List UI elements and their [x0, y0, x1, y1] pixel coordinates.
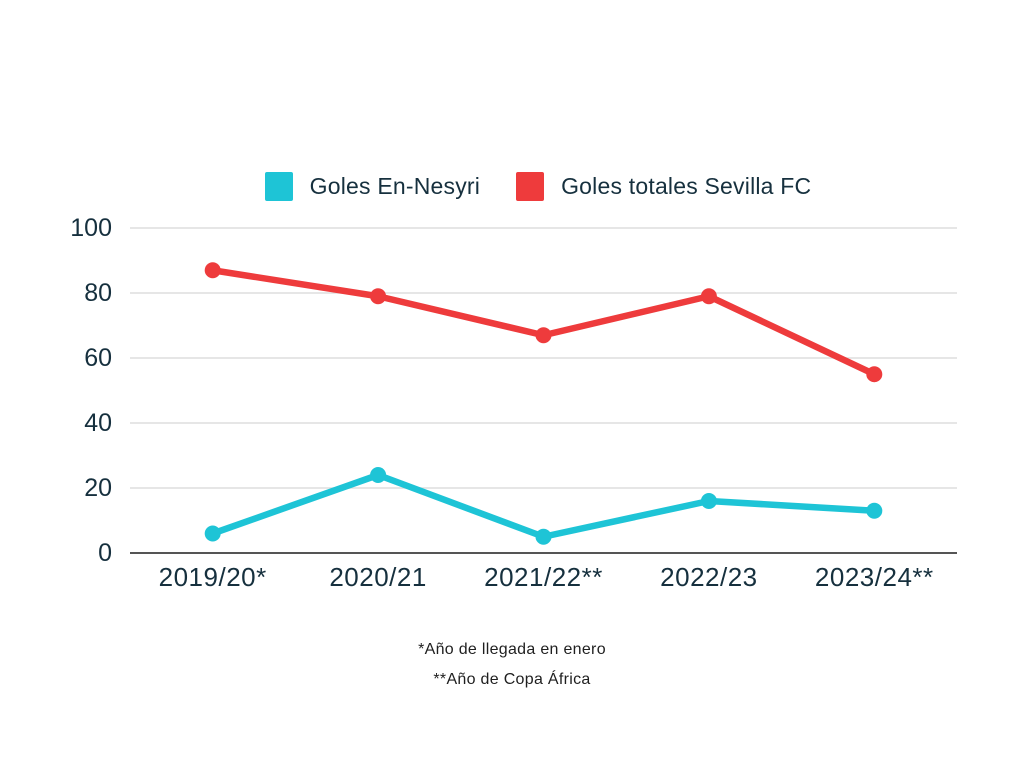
x-tick-label: 2019/20* [159, 562, 267, 592]
footnote-copa-africa: **Año de Copa África [433, 671, 591, 688]
data-point-goles-totales-sevilla-fc [535, 327, 552, 344]
x-tick-label: 2023/24** [815, 562, 934, 592]
data-point-goles-en-nesyri [866, 502, 883, 519]
x-tick-label: 2020/21 [329, 562, 426, 592]
legend-label: Goles totales Sevilla FC [561, 173, 812, 199]
data-point-goles-totales-sevilla-fc [370, 288, 387, 305]
y-tick-label: 100 [70, 214, 112, 242]
legend-swatch-red [516, 172, 545, 201]
y-tick-label: 60 [84, 344, 112, 372]
data-point-goles-totales-sevilla-fc [204, 262, 221, 279]
y-tick-label: 40 [84, 409, 112, 437]
data-point-goles-en-nesyri [700, 493, 717, 509]
legend-swatch-cyan [264, 172, 293, 201]
data-point-goles-en-nesyri [204, 525, 221, 542]
x-tick-label: 2022/23 [660, 562, 757, 592]
x-tick-label: 2021/22** [484, 562, 603, 592]
series-line-goles-en-nesyri [209, 471, 878, 540]
data-point-goles-totales-sevilla-fc [700, 288, 717, 305]
y-tick-label: 0 [98, 539, 112, 567]
legend-label: Goles En-Nesyri [309, 173, 481, 199]
y-tick-label: 20 [84, 474, 112, 502]
data-point-goles-en-nesyri [370, 467, 387, 483]
chart-legend: Goles En-Nesyri Goles totales Sevilla FC [26, 172, 1024, 201]
legend-item-sevilla-total: Goles totales Sevilla FC [516, 172, 811, 201]
data-point-goles-totales-sevilla-fc [866, 366, 883, 383]
footnote-arrival: *Año de llegada en enero [418, 641, 606, 658]
y-tick-label: 80 [84, 279, 112, 307]
data-point-goles-en-nesyri [535, 528, 552, 545]
legend-item-en-nesyri: Goles En-Nesyri [264, 172, 481, 201]
